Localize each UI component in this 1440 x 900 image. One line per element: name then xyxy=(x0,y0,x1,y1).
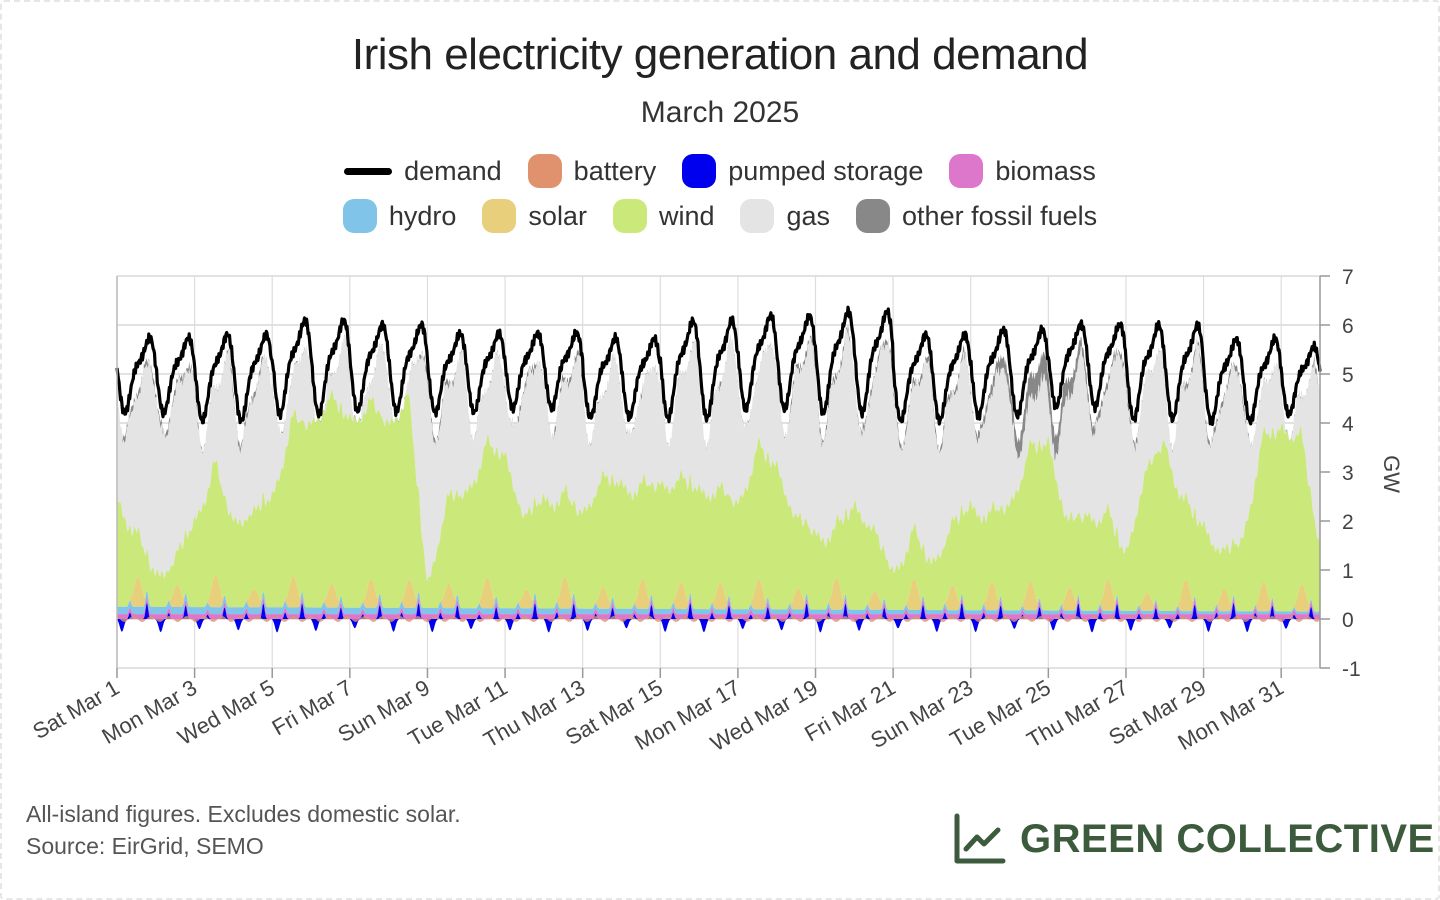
footnote-source: Source: EirGrid, SEMO xyxy=(26,833,264,859)
brand-name: GREEN COLLECTIVE xyxy=(1020,816,1435,861)
y-tick-label: 6 xyxy=(1342,315,1354,338)
series-pumped-storage-area xyxy=(117,602,1320,619)
chart-title: Irish electricity generation and demand xyxy=(351,30,1089,79)
legend-item-other-fossil-fuels[interactable]: other fossil fuels xyxy=(856,199,1097,233)
legend-label: wind xyxy=(658,200,715,231)
series-solar-area xyxy=(117,575,1320,612)
series-battery-area xyxy=(117,616,1320,622)
legend-label: biomass xyxy=(995,155,1096,186)
footnote-scope: All-island figures. Excludes domestic so… xyxy=(26,801,461,827)
legend-item-hydro[interactable]: hydro xyxy=(342,199,457,233)
legend-swatch-battery xyxy=(527,154,562,188)
legend-row-2: hydro solar wind gas other fossil fuels xyxy=(0,199,1440,233)
y-tick-label: 1 xyxy=(1342,560,1354,583)
y-tick-label: 0 xyxy=(1342,609,1354,632)
legend-swatch-wind xyxy=(612,199,647,233)
legend-swatch-biomass xyxy=(949,154,984,188)
legend-item-battery[interactable]: battery xyxy=(527,154,657,188)
y-tick-label: -1 xyxy=(1342,658,1361,681)
legend-item-solar[interactable]: solar xyxy=(482,199,587,233)
y-tick-label: 2 xyxy=(1342,511,1354,534)
series-demand-line xyxy=(115,305,1322,426)
y-tick-label: 5 xyxy=(1342,364,1354,387)
legend-swatch-solar xyxy=(482,199,517,233)
y-tick-label: 4 xyxy=(1342,413,1354,436)
legend-item-biomass[interactable]: biomass xyxy=(949,154,1096,188)
legend-label: battery xyxy=(573,155,657,186)
series-gas-area xyxy=(117,328,1320,581)
legend-swatch-pumped-storage xyxy=(682,154,717,188)
legend-swatch-hydro xyxy=(342,199,377,233)
legend-label: pumped storage xyxy=(728,155,924,186)
legend-item-demand[interactable]: demand xyxy=(344,156,502,187)
y-tick-label: 3 xyxy=(1342,462,1354,485)
series-pumped-storage-negative-area xyxy=(117,619,1320,633)
legend-swatch-other-fossil-fuels xyxy=(856,199,891,233)
legend-item-wind[interactable]: wind xyxy=(612,199,715,233)
legend-swatch-demand xyxy=(344,167,393,175)
y-axis: -1 0 1 2 3 4 5 6 7 xyxy=(1320,266,1361,681)
stacked-areas xyxy=(117,324,1320,633)
chart-subtitle: March 2025 xyxy=(640,96,800,129)
legend-label: solar xyxy=(528,200,587,231)
legend-item-gas[interactable]: gas xyxy=(740,199,830,233)
brand-logo: GREEN COLLECTIVE xyxy=(952,812,1435,866)
legend-label: hydro xyxy=(388,200,457,231)
series-hydro-area xyxy=(117,590,1320,615)
line-chart-icon xyxy=(954,813,1006,864)
legend-swatch-gas xyxy=(740,199,775,233)
series-wind-area xyxy=(117,389,1320,612)
y-tick-label: 7 xyxy=(1342,266,1354,289)
legend-item-pumped-storage[interactable]: pumped storage xyxy=(682,154,923,188)
legend-label: other fossil fuels xyxy=(902,200,1098,231)
y-axis-label: GW xyxy=(1379,455,1404,493)
legend-label: gas xyxy=(786,200,831,231)
legend-row-1: demand battery pumped storage biomass xyxy=(0,154,1440,188)
legend-label: demand xyxy=(404,155,502,186)
series-biomass-area xyxy=(117,597,1320,619)
